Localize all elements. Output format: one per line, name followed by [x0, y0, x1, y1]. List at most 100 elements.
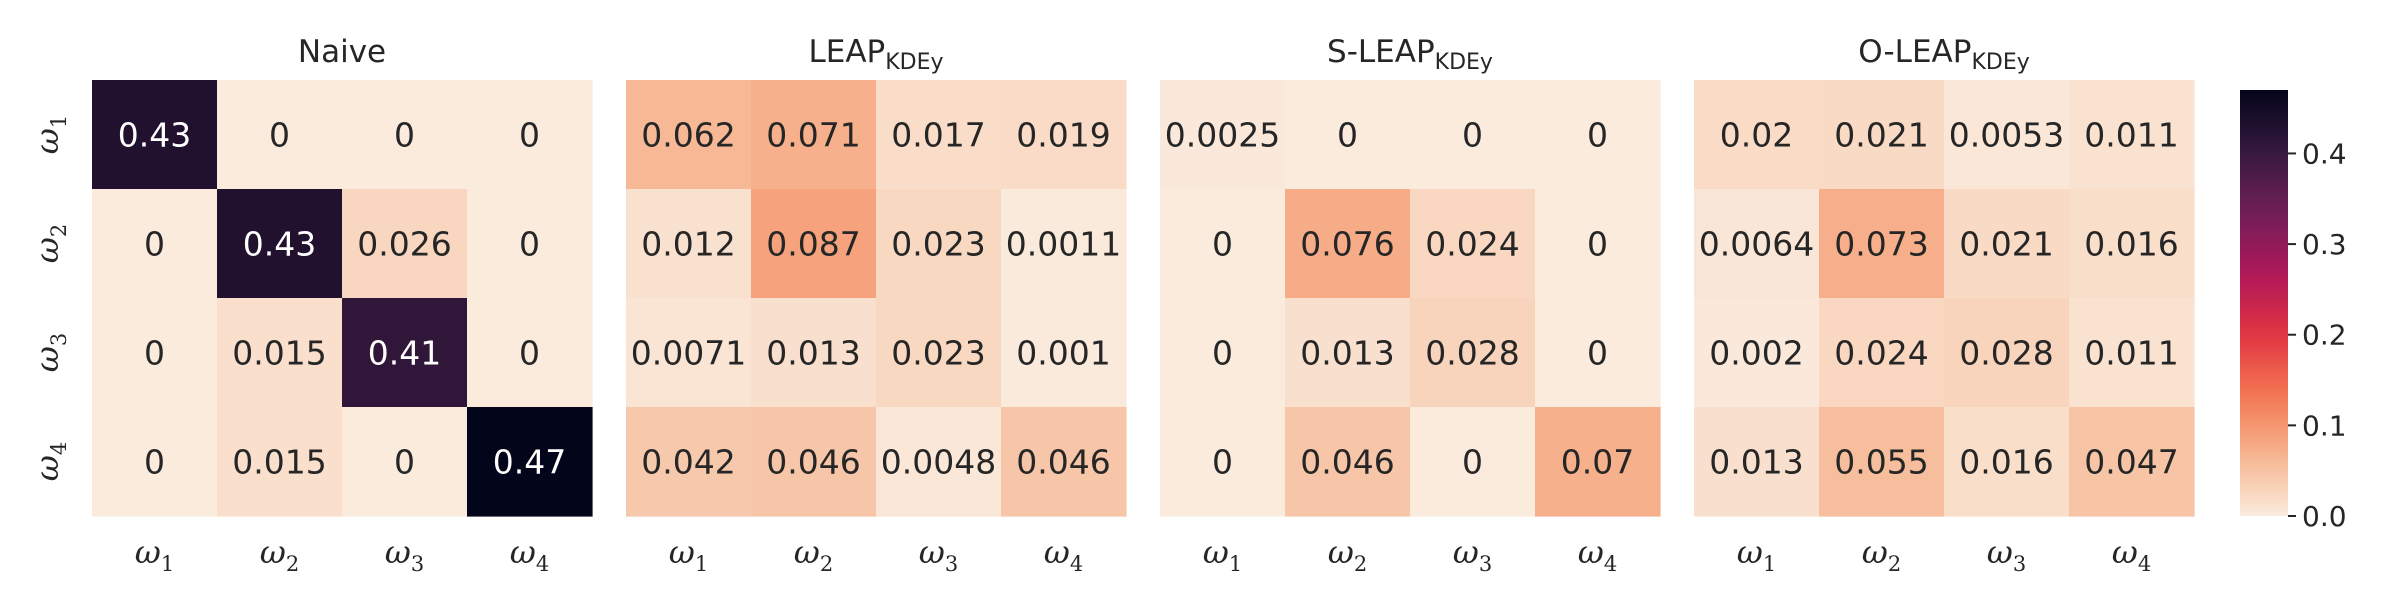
heatmap-panel-4: O-LEAPKDEy 0.02 0.021 0.0053 0.011 0.0064 0.07… [1694, 34, 2195, 576]
heatmap-cell [1001, 407, 1127, 517]
cell-value-label: 0.41 [368, 334, 441, 373]
heatmap-cell [217, 80, 343, 190]
heatmap-cell [2069, 298, 2195, 408]
cell-value-label: 0.013 [766, 334, 860, 373]
cell-value-label: 0 [144, 334, 165, 373]
x-tick-label-subscript: 2 [1888, 552, 1901, 576]
x-tick-label-subscript: 4 [2138, 552, 2151, 576]
colorbar-tick-label: 0.3 [2302, 228, 2347, 261]
cell-value-label: 0.001 [1016, 334, 1110, 373]
panel-title-text: LEAP [808, 34, 885, 70]
heatmap-cell [1535, 80, 1661, 190]
cell-value-label: 0 [1462, 443, 1483, 482]
cell-value-label: 0 [1337, 116, 1358, 155]
panel-title: O-LEAPKDEy [1858, 34, 2030, 75]
x-tick-label: ω4 [1044, 533, 1083, 576]
x-tick-label: ω1 [1203, 533, 1242, 576]
heatmap-cell [1944, 298, 2070, 408]
heatmap-cell [1410, 189, 1536, 299]
cell-value-label: 0.028 [1425, 334, 1519, 373]
x-tick-label-main: ω [1578, 533, 1604, 571]
cell-value-label: 0.011 [2084, 116, 2178, 155]
cell-value-label: 0.015 [232, 334, 326, 373]
heatmap-cell [751, 189, 877, 299]
colorbar-tick-label: 0.4 [2302, 137, 2347, 170]
heatmap-cell [1160, 189, 1286, 299]
cell-value-label: 0.024 [1425, 225, 1519, 264]
cell-value-label: 0 [1587, 225, 1608, 264]
x-tick-label-main: ω [1328, 533, 1354, 571]
colorbar-tick-label: 0.2 [2302, 319, 2347, 352]
heatmap-cell [1694, 189, 1820, 299]
heatmap-cell [217, 298, 343, 408]
cell-value-label: 0.012 [641, 225, 735, 264]
cell-value-label: 0.0071 [631, 334, 746, 373]
x-tick-label-subscript: 4 [1070, 552, 1083, 576]
heatmap-cell [751, 80, 877, 190]
cell-value-label: 0.073 [1834, 225, 1928, 264]
heatmap-cell [1819, 189, 1945, 299]
cell-value-label: 0 [1212, 443, 1233, 482]
cell-value-label: 0.017 [891, 116, 985, 155]
x-tick-label-subscript: 1 [161, 552, 174, 576]
x-tick-label-subscript: 2 [286, 552, 299, 576]
cell-value-label: 0.015 [232, 443, 326, 482]
cell-value-label: 0 [1212, 334, 1233, 373]
heatmap-cell [1819, 407, 1945, 517]
cell-value-label: 0 [1587, 116, 1608, 155]
x-tick-label-subscript: 2 [820, 552, 833, 576]
panel-title: LEAPKDEy [808, 34, 943, 75]
cell-value-label: 0 [519, 334, 540, 373]
cell-value-label: 0.076 [1300, 225, 1394, 264]
cell-value-label: 0.047 [2084, 443, 2178, 482]
cell-value-label: 0 [519, 225, 540, 264]
heatmap-panel-3: S-LEAPKDEy 0.0025 0 0 0 0 0.076 0.024 0 0 0.013 0.0… [1160, 34, 1661, 576]
heatmap-cell [92, 298, 218, 408]
heatmap-cell [1410, 298, 1536, 408]
heatmap-cell [626, 80, 752, 190]
heatmap-cell [876, 80, 1002, 190]
heatmap-cell [1001, 80, 1127, 190]
cell-value-label: 0.02 [1720, 116, 1793, 155]
x-tick-label: ω4 [1578, 533, 1617, 576]
x-tick-label: ω3 [1987, 533, 2026, 576]
x-tick-label: ω3 [1453, 533, 1492, 576]
cell-value-label: 0.002 [1709, 334, 1803, 373]
colorbar-tick-label: 0.0 [2302, 500, 2347, 533]
x-tick-label-subscript: 1 [1229, 552, 1242, 576]
y-tick-label-main: ω [28, 128, 66, 154]
heatmap-cell [1285, 298, 1411, 408]
x-tick-label-main: ω [135, 533, 161, 571]
x-tick-label: ω2 [260, 533, 299, 576]
cell-value-label: 0.013 [1709, 443, 1803, 482]
heatmap-cell [217, 189, 343, 299]
y-tick-label: ω2 [28, 224, 71, 263]
x-tick-label: ω4 [2112, 533, 2151, 576]
y-tick-label-main: ω [28, 346, 66, 372]
heatmap-cell [1694, 298, 1820, 408]
x-tick-label-subscript: 2 [1354, 552, 1367, 576]
cell-value-label: 0.07 [1561, 443, 1634, 482]
cell-value-label: 0 [394, 116, 415, 155]
x-tick-label: ω2 [1328, 533, 1367, 576]
x-tick-label-subscript: 4 [1604, 552, 1617, 576]
cell-value-label: 0.062 [641, 116, 735, 155]
y-tick-label-subscript: 3 [47, 333, 71, 346]
heatmap-cell [1944, 407, 2070, 517]
heatmap-panels: Naive 0.43 0 0 0 0 0.43 0.026 0 0 0.015 0.41 0 0 0.015… [28, 34, 2195, 576]
x-tick-label-main: ω [669, 533, 695, 571]
x-tick-label-subscript: 1 [695, 552, 708, 576]
x-tick-label-main: ω [385, 533, 411, 571]
x-tick-label: ω3 [919, 533, 958, 576]
cell-value-label: 0 [144, 443, 165, 482]
x-tick-label-main: ω [1044, 533, 1070, 571]
heatmap-cell [92, 80, 218, 190]
cell-value-label: 0.0011 [1006, 225, 1121, 264]
heatmap-cell [2069, 407, 2195, 517]
x-tick-label-subscript: 1 [1763, 552, 1776, 576]
y-tick-label-subscript: 1 [47, 115, 71, 128]
heatmap-cell [342, 80, 468, 190]
cell-value-label: 0 [519, 116, 540, 155]
heatmap-cell [467, 80, 593, 190]
cell-value-label: 0.011 [2084, 334, 2178, 373]
